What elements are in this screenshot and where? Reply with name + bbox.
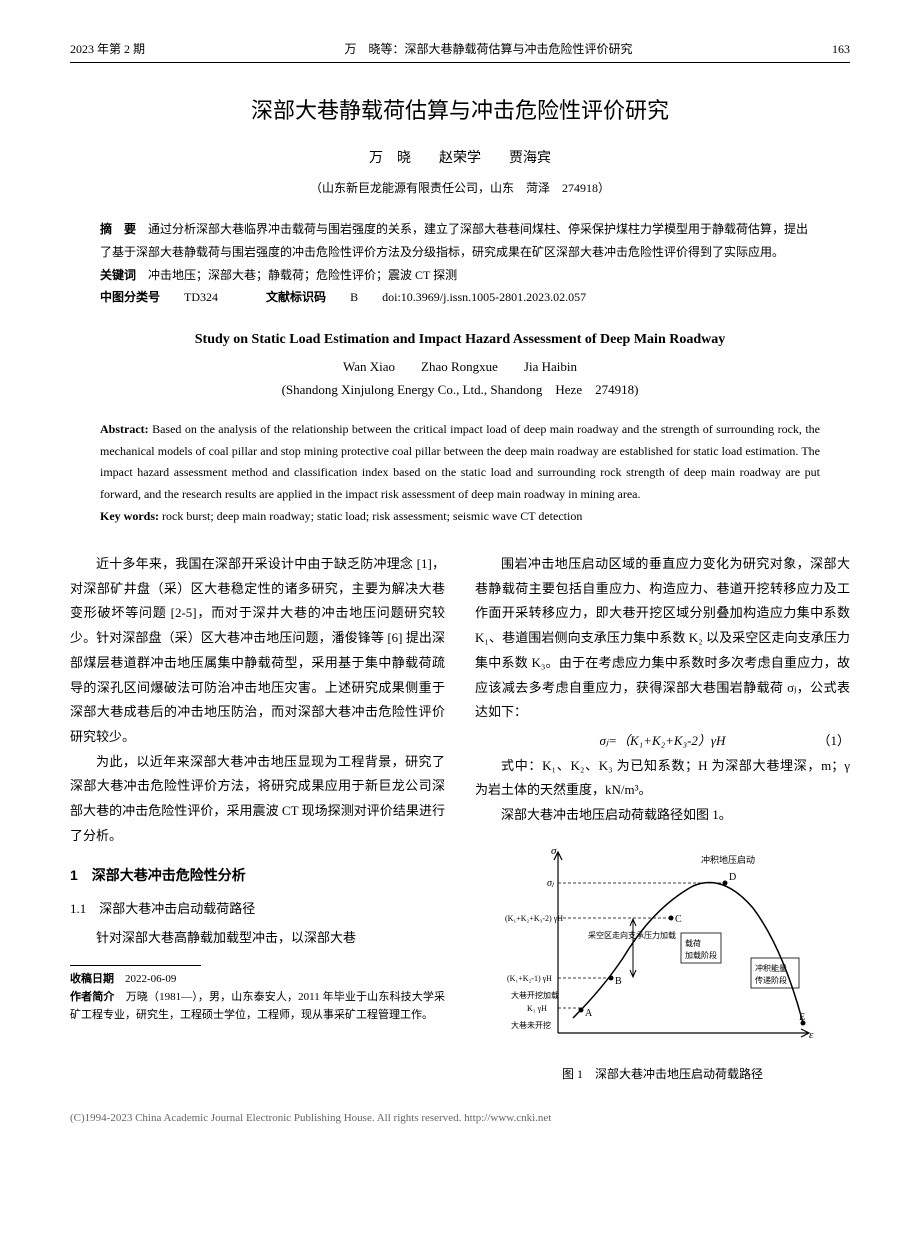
abstract-en-label: Abstract: bbox=[100, 422, 152, 436]
class-label: 中图分类号 bbox=[100, 290, 160, 304]
keywords-cn-label: 关键词 bbox=[100, 268, 136, 282]
header-page: 163 bbox=[832, 40, 850, 59]
header-issue: 2023 年第 2 期 bbox=[70, 40, 145, 59]
left-column: 近十多年来，我国在深部开采设计中由于缺乏防冲理念 [1]，对深部矿井盘（采）区大… bbox=[70, 552, 445, 1085]
svg-text:ε: ε bbox=[809, 1029, 814, 1041]
formula-number: （1） bbox=[817, 729, 850, 754]
formula-1: σⱼ=（K₁+K₂+K₃-2）γH （1） bbox=[475, 729, 850, 754]
abstract-cn-block: 摘 要 通过分析深部大巷临界冲击载荷与围岩强度的关系，建立了深部大巷巷间煤柱、停… bbox=[70, 218, 850, 309]
figure-1: A B C D E σ σⱼ ε (K₁+K₂+K₃-2) γH (K₁+K₂-… bbox=[475, 838, 850, 1086]
svg-text:冲积能量: 冲积能量 bbox=[755, 963, 787, 973]
authors-cn: 万 晓 赵荣学 贾海宾 bbox=[70, 148, 850, 170]
class-value: TD324 bbox=[184, 290, 218, 304]
abstract-cn-label: 摘 要 bbox=[100, 222, 136, 236]
svg-text:载荷: 载荷 bbox=[685, 938, 701, 948]
svg-text:K₁ γH: K₁ γH bbox=[527, 1004, 547, 1013]
svg-text:A: A bbox=[585, 1008, 593, 1019]
footnote-divider bbox=[70, 965, 201, 966]
svg-text:采空区走向支承压力加载: 采空区走向支承压力加载 bbox=[588, 930, 676, 940]
header-title: 万 晓等：深部大巷静载荷估算与冲击危险性评价研究 bbox=[345, 40, 633, 59]
date-value: 2022-06-09 bbox=[125, 973, 176, 985]
svg-text:B: B bbox=[615, 976, 622, 987]
svg-text:大巷未开挖: 大巷未开挖 bbox=[511, 1020, 551, 1030]
abstract-cn-text: 通过分析深部大巷临界冲击载荷与围岩强度的关系，建立了深部大巷巷间煤柱、停采保护煤… bbox=[100, 222, 808, 259]
svg-text:加载阶段: 加载阶段 bbox=[685, 950, 717, 960]
author-bio-text: 万晓（1981—），男，山东泰安人，2011 年毕业于山东科技大学采矿工程专业，… bbox=[70, 991, 445, 1021]
section-1-heading: 1 深部大巷冲击危险性分析 bbox=[70, 862, 445, 889]
doi: doi:10.3969/j.issn.1005-2801.2023.02.057 bbox=[382, 290, 586, 304]
doc-code-value: B bbox=[350, 290, 358, 304]
keywords-cn-text: 冲击地压；深部大巷；静载荷；危险性评价；震波 CT 探测 bbox=[148, 268, 457, 282]
svg-text:E: E bbox=[799, 1012, 805, 1023]
body-right-p1: 围岩冲击地压启动区域的垂直应力变化为研究对象，深部大巷静载荷主要包括自重应力、构… bbox=[475, 552, 850, 725]
svg-text:(K₁+K₂-1) γH: (K₁+K₂-1) γH bbox=[507, 974, 552, 983]
body-p2: 为此，以近年来深部大巷冲击地压显现为工程背景，研究了深部大巷冲击危险性评价方法，… bbox=[70, 750, 445, 849]
formula-text: σⱼ=（K₁+K₂+K₃-2）γH bbox=[600, 733, 726, 748]
body-p1: 近十多年来，我国在深部开采设计中由于缺乏防冲理念 [1]，对深部矿井盘（采）区大… bbox=[70, 552, 445, 750]
abstract-en-text: Based on the analysis of the relationshi… bbox=[100, 422, 820, 501]
page-header: 2023 年第 2 期 万 晓等：深部大巷静载荷估算与冲击危险性评价研究 163 bbox=[70, 40, 850, 63]
body-right-p3: 深部大巷冲击地压启动荷载路径如图 1。 bbox=[475, 803, 850, 828]
doc-code-label: 文献标识码 bbox=[266, 290, 326, 304]
svg-text:D: D bbox=[729, 872, 736, 883]
svg-text:(K₁+K₂+K₃-2) γH: (K₁+K₂+K₃-2) γH bbox=[505, 914, 563, 923]
keywords-en-label: Key words: bbox=[100, 509, 162, 523]
keywords-en-text: rock burst; deep main roadway; static lo… bbox=[162, 509, 582, 523]
figure-1-caption: 图 1 深部大巷冲击地压启动荷载路径 bbox=[475, 1063, 850, 1086]
body-right-p2: 式中：K₁、K₂、K₃ 为已知系数；H 为深部大巷埋深，m；γ 为岩土体的天然重… bbox=[475, 754, 850, 803]
date-label: 收稿日期 bbox=[70, 973, 114, 985]
svg-text:大巷开挖加载: 大巷开挖加载 bbox=[511, 990, 559, 1000]
title-en: Study on Static Load Estimation and Impa… bbox=[70, 329, 850, 351]
svg-text:C: C bbox=[675, 914, 682, 925]
svg-text:冲积地压启动: 冲积地压启动 bbox=[701, 854, 755, 865]
authors-en: Wan Xiao Zhao Rongxue Jia Haibin bbox=[70, 357, 850, 378]
svg-text:σ: σ bbox=[551, 845, 557, 857]
affiliation-cn: （山东新巨龙能源有限责任公司，山东 菏泽 274918） bbox=[70, 179, 850, 198]
author-bio-label: 作者简介 bbox=[70, 991, 115, 1003]
abstract-en-block: Abstract: Based on the analysis of the r… bbox=[70, 419, 850, 527]
title-cn: 深部大巷静载荷估算与冲击危险性评价研究 bbox=[70, 93, 850, 128]
body-p3: 针对深部大巷高静载加载型冲击，以深部大巷 bbox=[70, 926, 445, 951]
footnote-block: 收稿日期 2022-06-09 作者简介 万晓（1981—），男，山东泰安人，2… bbox=[70, 971, 445, 1024]
svg-text:σⱼ: σⱼ bbox=[547, 878, 555, 889]
svg-text:传递阶段: 传递阶段 bbox=[755, 975, 787, 985]
figure-1-svg: A B C D E σ σⱼ ε (K₁+K₂+K₃-2) γH (K₁+K₂-… bbox=[503, 838, 823, 1058]
copyright-footer: (C)1994-2023 China Academic Journal Elec… bbox=[70, 1110, 850, 1128]
subsection-11-heading: 1.1 深部大巷冲击启动载荷路径 bbox=[70, 897, 445, 922]
body-columns: 近十多年来，我国在深部开采设计中由于缺乏防冲理念 [1]，对深部矿井盘（采）区大… bbox=[70, 552, 850, 1085]
right-column: 围岩冲击地压启动区域的垂直应力变化为研究对象，深部大巷静载荷主要包括自重应力、构… bbox=[475, 552, 850, 1085]
affiliation-en: (Shandong Xinjulong Energy Co., Ltd., Sh… bbox=[70, 380, 850, 401]
